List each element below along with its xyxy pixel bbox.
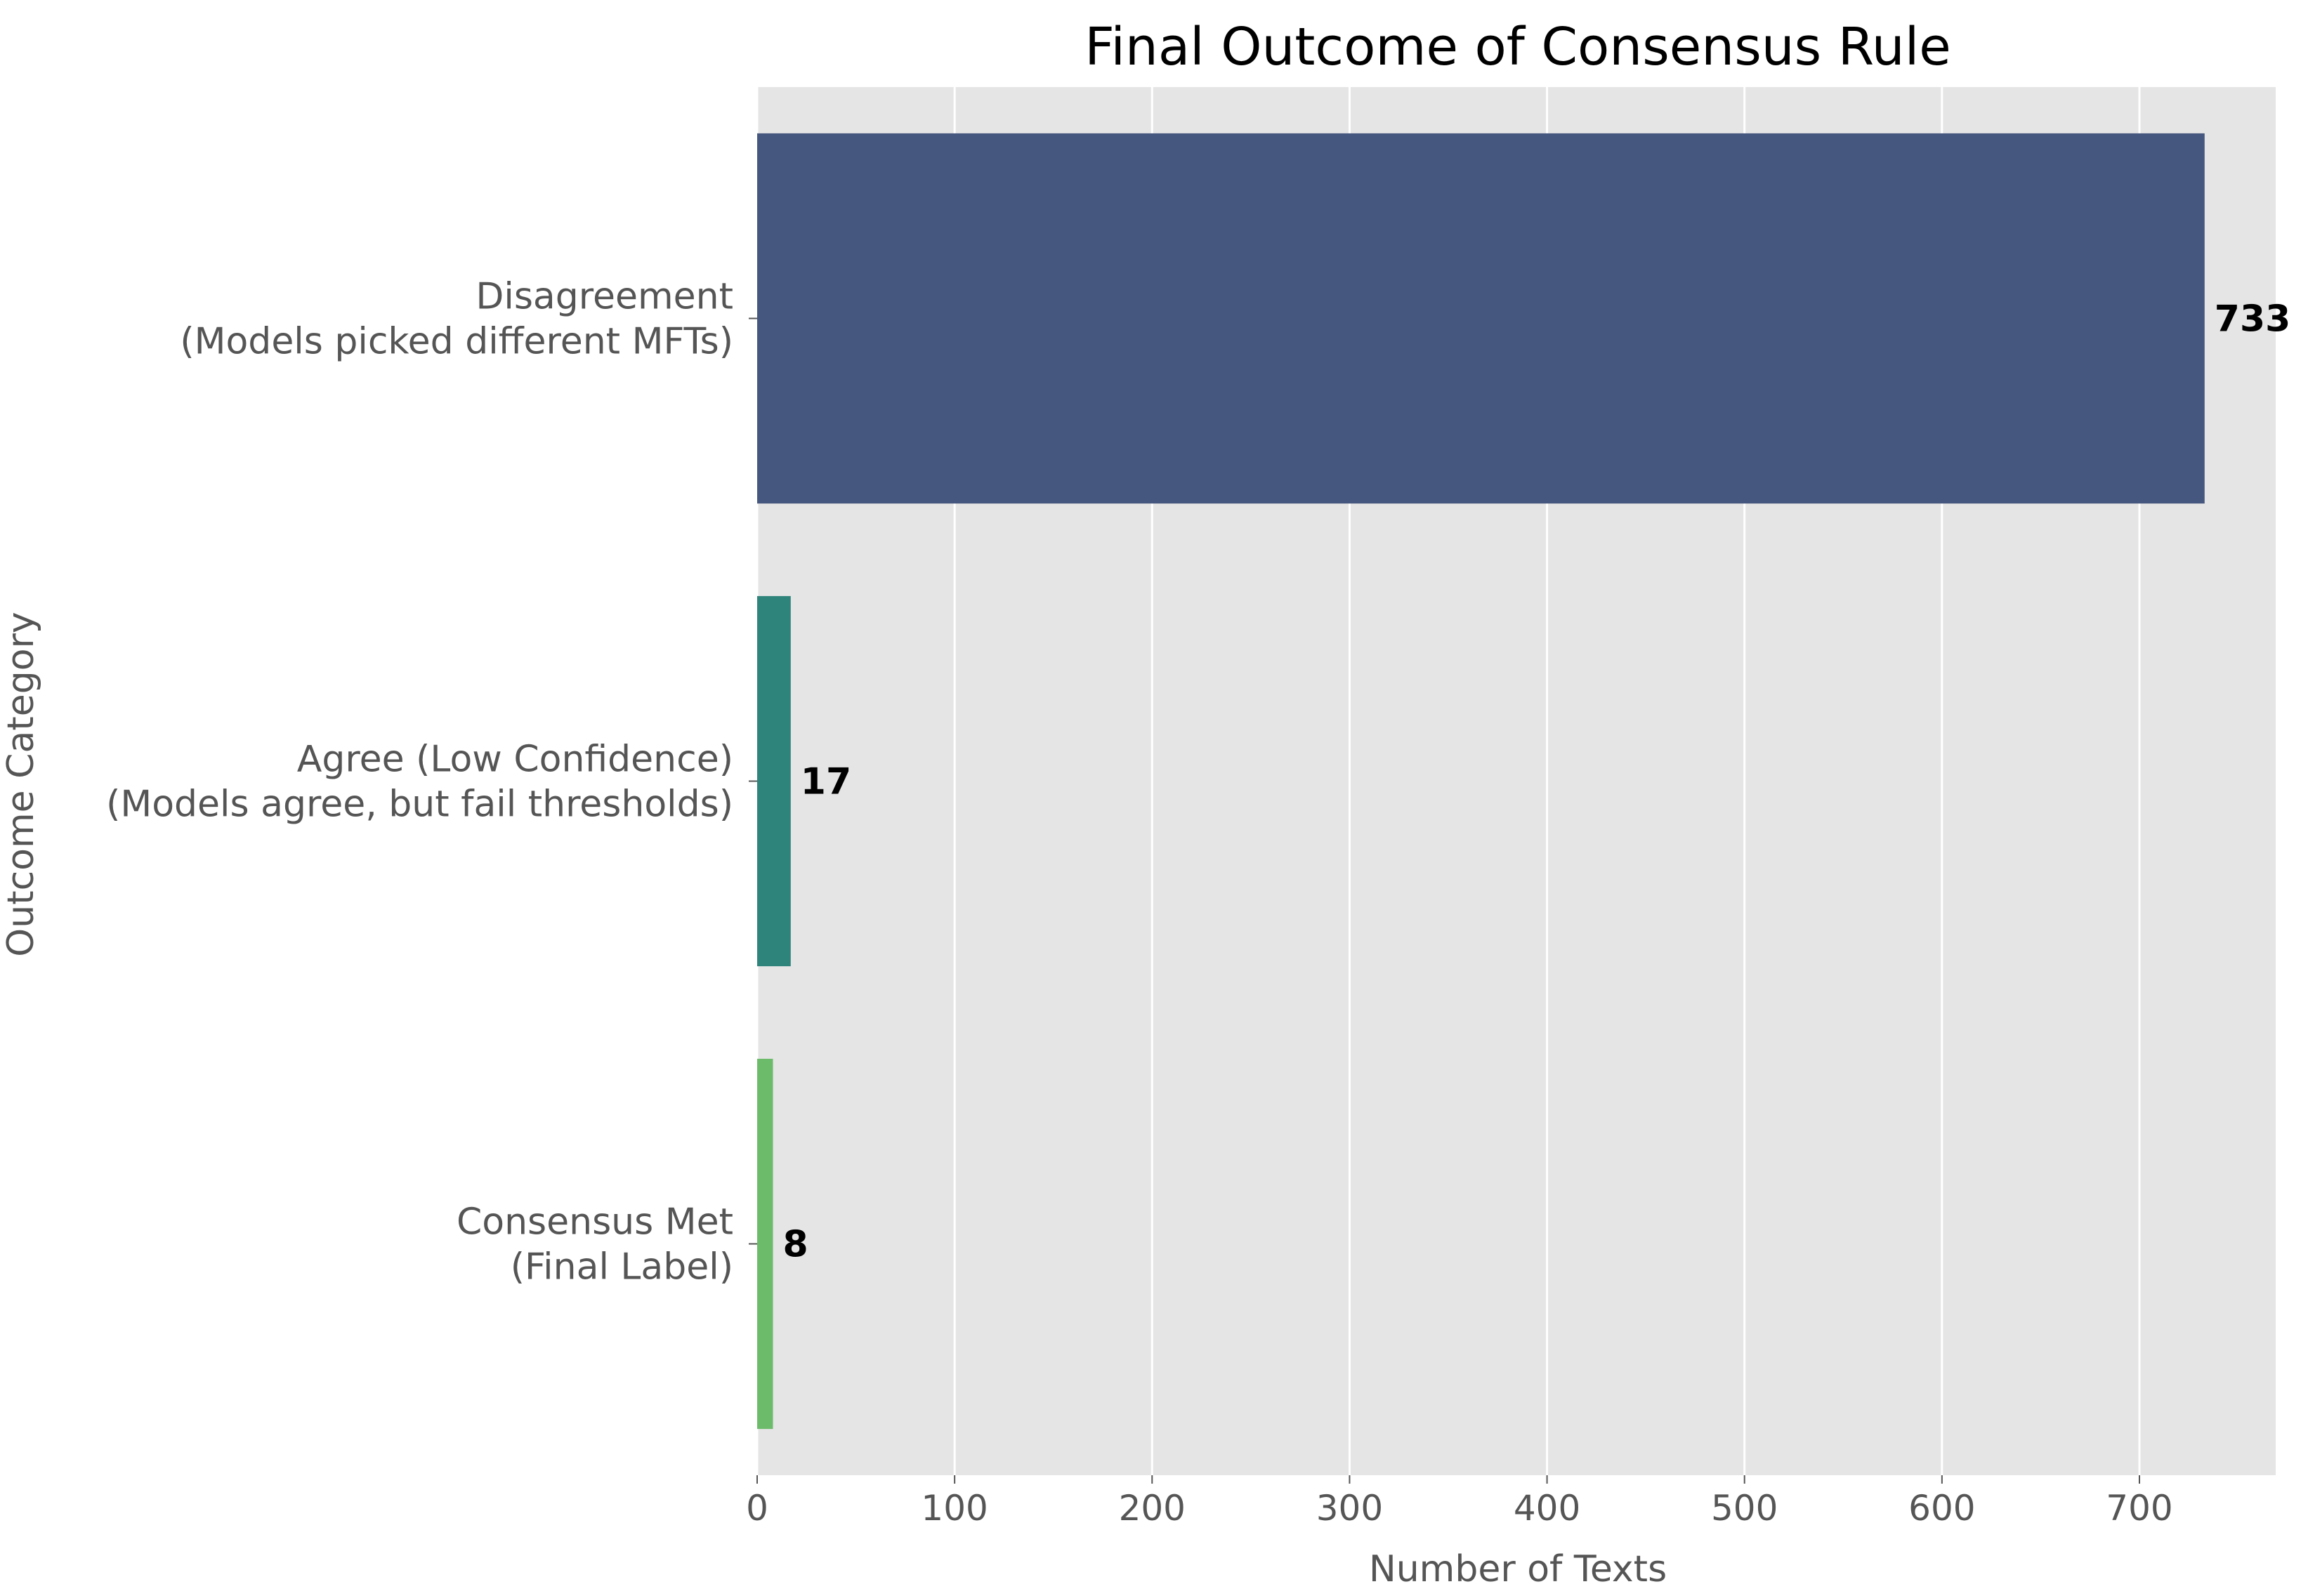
x-tick-label: 300 [1316,1488,1383,1529]
bar-value-label: 17 [801,761,851,803]
x-axis-title: Number of Texts [1369,1548,1667,1590]
x-axis: 0 100 200 300 400 500 600 700 [746,1475,2173,1529]
y-axis: Disagreement(Models picked different MFT… [106,276,757,1288]
x-tick-label: 100 [921,1488,988,1529]
x-tick-label: 200 [1119,1488,1186,1529]
x-tick-label: 400 [1514,1488,1580,1529]
bar [757,133,2205,504]
category-label: (Final Label) [511,1246,733,1288]
x-tick-label: 0 [746,1488,768,1529]
x-tick-label: 700 [2106,1488,2172,1529]
x-tick-label: 500 [1711,1488,1778,1529]
chart-title: Final Outcome of Consensus Rule [1084,17,1951,77]
bar [757,595,791,967]
category-label: Disagreement [476,276,733,318]
value-labels: 733 17 8 [782,298,2290,1266]
category-label: Agree (Low Confidence) [297,739,733,781]
category-label: Consensus Met [457,1201,733,1244]
category-label: (Models agree, but fail thresholds) [106,784,733,826]
bars [757,133,2205,1430]
category-label: (Models picked different MFTs) [180,321,733,363]
x-tick-label: 600 [1908,1488,1975,1529]
bar [757,1058,773,1430]
bar-value-label: 8 [782,1224,808,1266]
bar-value-label: 733 [2215,298,2291,341]
y-axis-title: Outcome Category [0,612,42,956]
